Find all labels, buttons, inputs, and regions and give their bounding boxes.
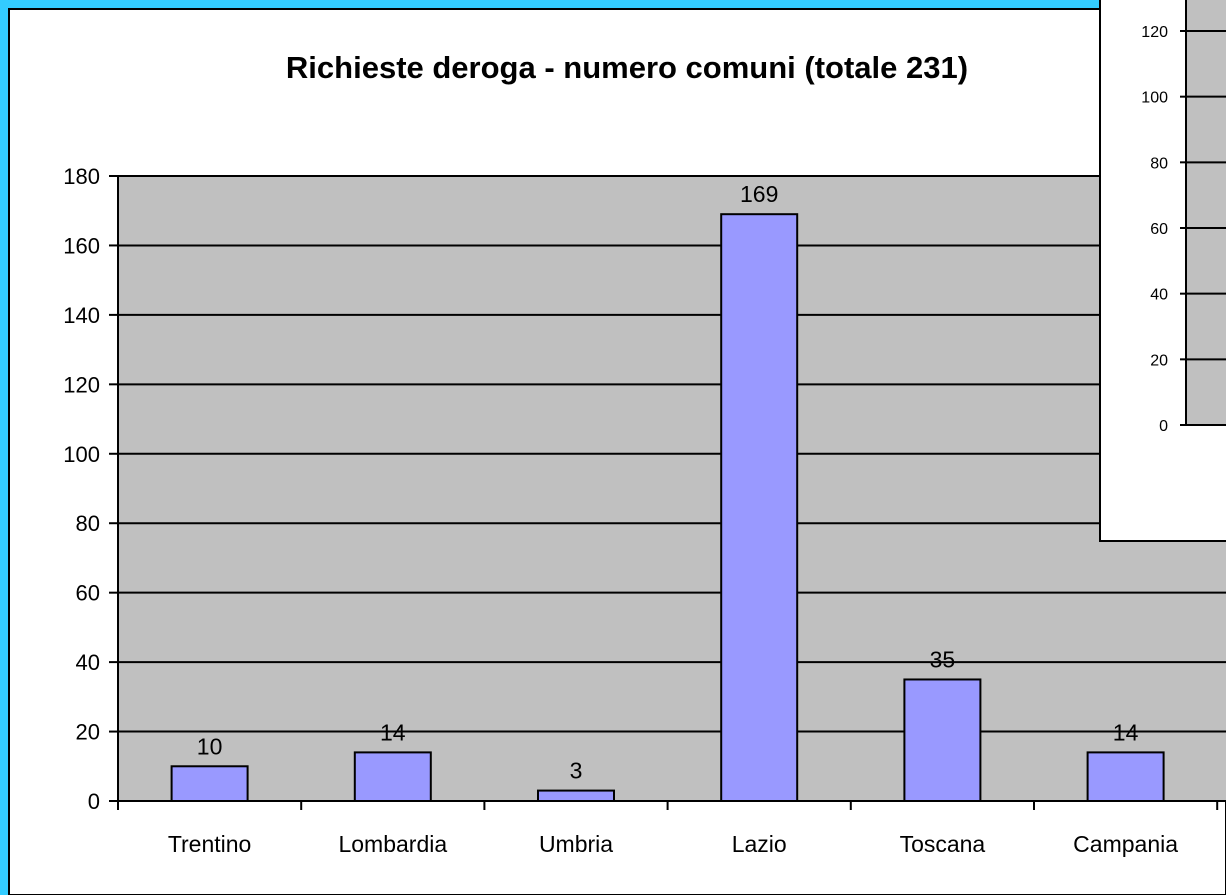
x-tick-label: Trentino: [168, 831, 252, 857]
overlapping-chart: 0 20 40 60 80 100 120: [1099, 0, 1226, 542]
y-tick-label: 0: [88, 789, 100, 814]
data-label: 10: [197, 733, 223, 759]
overlapping-y-tick-label: 80: [1150, 155, 1168, 172]
x-tick-label: Lombardia: [338, 831, 447, 857]
data-label: 3: [570, 758, 583, 784]
bar-lazio: [720, 213, 799, 802]
y-tick-label: 120: [63, 372, 100, 397]
bar-toscana: [903, 678, 982, 803]
x-tick-label: Toscana: [900, 831, 986, 857]
data-label: 35: [930, 646, 956, 672]
x-tick-label: Umbria: [539, 831, 613, 857]
y-tick-label: 40: [76, 650, 100, 675]
y-tick-label: 80: [76, 511, 100, 536]
overlapping-y-tick-label: 0: [1159, 418, 1168, 435]
chart-title: Richieste deroga - numero comuni (totale…: [286, 50, 968, 85]
bar-campania: [1086, 751, 1165, 803]
bar-lombardia: [353, 751, 432, 803]
gridlines: [118, 175, 1226, 733]
y-tick-label: 140: [63, 303, 100, 328]
overlapping-y-tick-label: 120: [1141, 24, 1168, 41]
y-tick-label: 100: [63, 442, 100, 467]
overlapping-y-axis: 0 20 40 60 80 100 120: [1141, 0, 1226, 435]
bar-umbria: [537, 789, 615, 802]
y-tick-label: 160: [63, 233, 100, 258]
x-tick-label: Lazio: [732, 831, 787, 857]
axes: [109, 175, 1226, 810]
y-tick-label: 20: [76, 720, 100, 745]
x-tick-label: Campania: [1073, 831, 1178, 857]
overlapping-plot-area: [1186, 0, 1226, 426]
bar-trentino: [170, 765, 249, 802]
y-tick-label: 60: [76, 581, 100, 606]
overlapping-y-tick-label: 60: [1150, 221, 1168, 238]
labels: 020406080100120140160180Trentino10Lombar…: [63, 164, 1178, 857]
data-label: 169: [740, 181, 778, 207]
overlapping-y-tick-label: 100: [1141, 90, 1168, 107]
data-label: 14: [1113, 719, 1139, 745]
plot-area: [118, 176, 1226, 801]
overlapping-y-tick-label: 20: [1150, 352, 1168, 369]
data-label: 14: [380, 719, 406, 745]
y-tick-label: 180: [63, 164, 100, 189]
overlapping-y-tick-label: 40: [1150, 287, 1168, 304]
